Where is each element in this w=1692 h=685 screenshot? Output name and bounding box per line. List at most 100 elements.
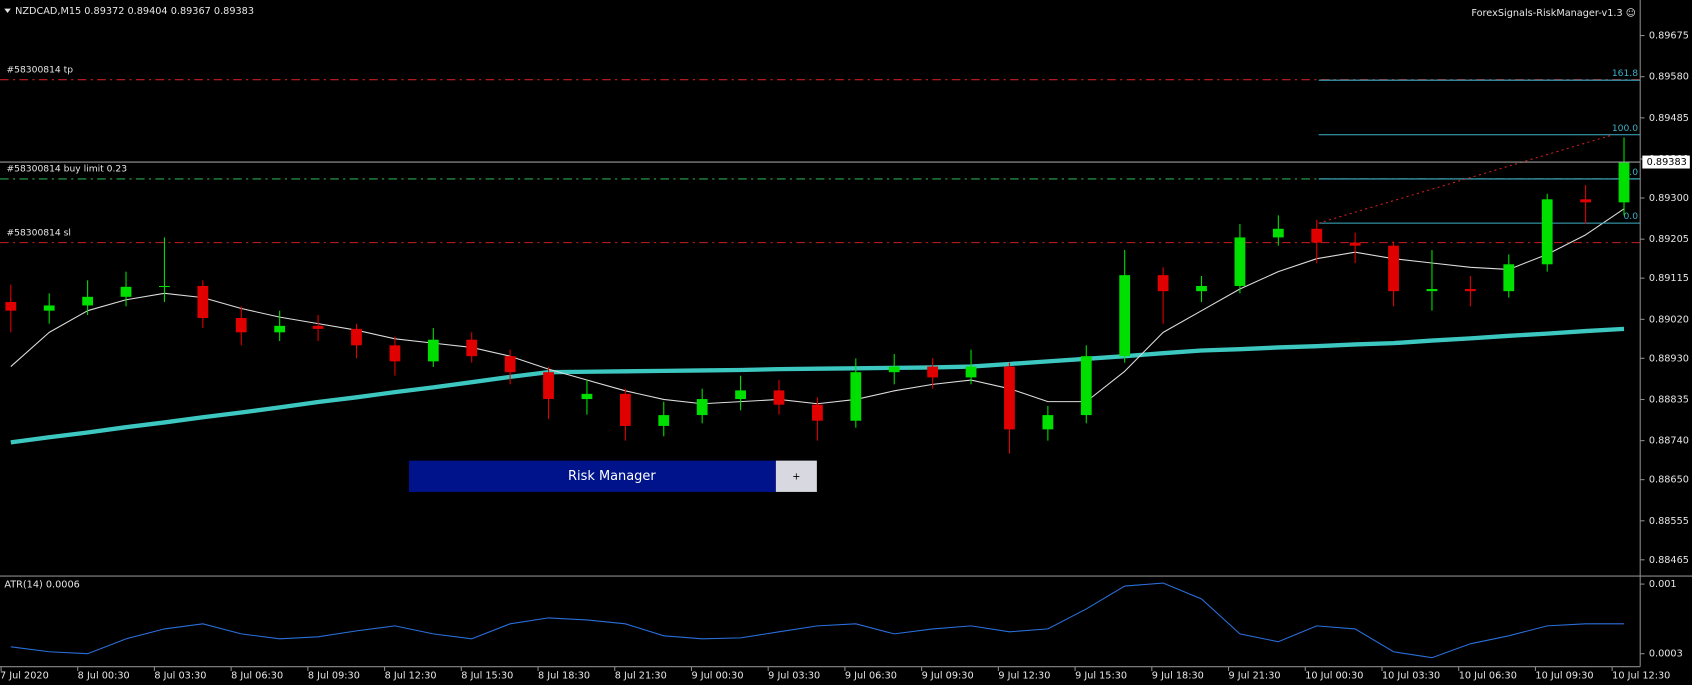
candle-body (43, 305, 55, 311)
candle-body (1119, 275, 1131, 357)
candle-body (850, 372, 862, 421)
x-tick-label: 9 Jul 18:30 (1152, 670, 1204, 681)
candle-body (1042, 415, 1054, 430)
candle-body (1503, 264, 1515, 292)
x-tick-label: 9 Jul 06:30 (845, 670, 897, 681)
y-tick-label: 0.88555 (1649, 516, 1689, 527)
x-tick-label: 8 Jul 18:30 (538, 670, 590, 681)
candle-body (1080, 356, 1092, 416)
x-tick-label: 8 Jul 03:30 (154, 670, 206, 681)
candle-body (1464, 289, 1476, 292)
x-tick-label: 10 Jul 03:30 (1382, 670, 1440, 681)
y-tick-label: 0.89580 (1649, 72, 1689, 83)
x-tick-label: 9 Jul 15:30 (1075, 670, 1127, 681)
candle-body (735, 390, 746, 400)
candle-body (466, 339, 478, 357)
candle-body (82, 296, 94, 306)
candle-body (696, 399, 708, 416)
y-tick-label: 0.88465 (1649, 555, 1689, 566)
x-tick-label: 10 Jul 09:30 (1535, 670, 1593, 681)
candle-body (965, 366, 977, 378)
x-tick-label: 10 Jul 00:30 (1305, 670, 1363, 681)
candle-body (1234, 237, 1246, 286)
candle-body (1388, 245, 1399, 292)
y-tick-label: 0.88740 (1649, 436, 1689, 447)
x-tick-label: 9 Jul 12:30 (998, 670, 1050, 681)
candle-body (351, 328, 362, 346)
candle-body (812, 404, 823, 421)
candle-body (1580, 199, 1592, 203)
fib-label: 0.0 (1623, 211, 1638, 222)
order-label: #58300814 tp (6, 65, 73, 76)
current-price-label: 0.89383 (1647, 157, 1687, 168)
y-tick-label: 0.89115 (1649, 273, 1689, 284)
y-tick-label: 0.88930 (1649, 353, 1689, 364)
candle-body (159, 285, 170, 288)
candle-body (1618, 162, 1630, 203)
candle-body (1157, 275, 1169, 292)
x-tick-label: 8 Jul 12:30 (385, 670, 437, 681)
indicator-tick-label: 0.001 (1649, 579, 1677, 590)
x-tick-label: 8 Jul 15:30 (461, 670, 513, 681)
y-tick-label: 0.89020 (1649, 314, 1689, 325)
order-label: #58300814 sl (6, 227, 71, 238)
x-tick-label: 8 Jul 00:30 (78, 670, 130, 681)
x-tick-label: 10 Jul 12:30 (1612, 670, 1670, 681)
candle-body (1349, 242, 1361, 246)
indicator-tick-label: 0.0003 (1649, 649, 1683, 660)
candle-body (1541, 199, 1553, 265)
x-tick-label: 9 Jul 00:30 (691, 670, 743, 681)
candle-body (619, 393, 631, 426)
panel-title: Risk Manager (568, 469, 656, 484)
candle-body (1272, 228, 1284, 238)
candle-body (504, 356, 516, 373)
fib-label: 161.8 (1612, 68, 1638, 79)
expert-name: ForexSignals-RiskManager-v1.3 ☺ (1471, 8, 1636, 19)
moving-average (10, 326, 1625, 445)
candle-body (5, 301, 17, 311)
expand-button-label: + (792, 471, 800, 482)
y-tick-label: 0.89300 (1649, 193, 1689, 204)
candle-body (543, 372, 554, 400)
indicator-label: ATR(14) 0.0006 (4, 580, 80, 591)
y-tick-label: 0.88835 (1649, 394, 1689, 405)
candle-body (120, 286, 132, 297)
y-tick-label: 0.88650 (1649, 475, 1689, 486)
candle-body (888, 366, 900, 373)
candle-body (427, 339, 439, 362)
atr-line (10, 582, 1625, 659)
panel-header[interactable] (408, 460, 776, 492)
x-tick-label: 9 Jul 21:30 (1229, 670, 1281, 681)
candle-body (235, 318, 247, 333)
order-label: #58300814 buy limit 0.23 (6, 164, 127, 175)
candle-body (274, 325, 286, 333)
current-price-box (1642, 155, 1690, 169)
risk-manager-panel: Risk Manager + (408, 460, 817, 492)
candle-body (1311, 228, 1323, 243)
symbol-info: NZDCAD,M15 0.89372 0.89404 0.89367 0.893… (15, 6, 254, 17)
candle-body (1004, 366, 1015, 430)
candle-body (1426, 289, 1438, 292)
x-tick-label: 8 Jul 09:30 (308, 670, 360, 681)
candle-body (389, 345, 401, 362)
candle-body (927, 366, 939, 378)
expand-button[interactable] (775, 460, 817, 492)
y-tick-label: 0.89205 (1649, 234, 1689, 245)
menu-arrow[interactable] (4, 8, 11, 13)
fib-label: 100.0 (1612, 123, 1638, 134)
candle-body (1196, 285, 1207, 292)
x-tick-label: 8 Jul 06:30 (231, 670, 283, 681)
x-tick-label: 7 Jul 2020 (0, 670, 49, 681)
y-tick-label: 0.89675 (1649, 31, 1689, 42)
candle-body (197, 285, 209, 319)
candle-body (581, 393, 593, 400)
y-tick-label: 0.89485 (1649, 113, 1689, 124)
candle-body (773, 390, 785, 405)
x-tick-label: 8 Jul 21:30 (615, 670, 667, 681)
candle-body (658, 415, 670, 426)
x-tick-label: 10 Jul 06:30 (1459, 670, 1517, 681)
x-tick-label: 9 Jul 03:30 (768, 670, 820, 681)
